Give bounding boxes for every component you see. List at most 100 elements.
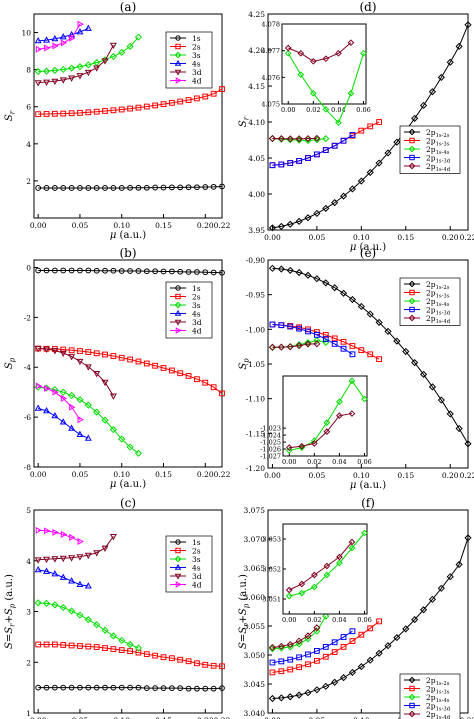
data-point-2p1s-2s (322, 279, 330, 287)
data-point-2p1s-2s (375, 649, 383, 657)
data-point-1s (127, 684, 133, 691)
data-point-2p1s-3d (322, 147, 329, 153)
inset-series-line-2p1s-4s (289, 532, 365, 597)
data-point-1s (143, 685, 150, 692)
data-point-2p1s-3s (331, 649, 338, 656)
data-point-2p1s-4d (313, 624, 321, 632)
data-point-2s (202, 379, 209, 386)
x-tick-label: 0.20 (197, 716, 214, 719)
x-tick-label: 0.00 (264, 233, 281, 242)
y-tick-label: 3.055 (244, 622, 266, 631)
inset-data-point-2p1s-4d (335, 49, 342, 57)
data-point-1s (185, 685, 192, 692)
data-point-1s (219, 685, 225, 692)
legend-label: 2p1s-4d (426, 710, 451, 719)
data-point-3d (43, 346, 51, 353)
data-point-2p1s-2s (393, 337, 401, 345)
legend-label: 2p1s-3d (426, 702, 451, 713)
x-axis-label: μ (a.u.) (350, 480, 386, 491)
data-point-2s (185, 373, 192, 379)
data-point-3d (59, 555, 67, 563)
legend-marker (409, 306, 415, 313)
data-point-2p1s-2s (464, 21, 472, 29)
legend-marker (174, 69, 182, 76)
data-point-1s (43, 267, 50, 274)
data-point-3s (59, 388, 67, 396)
data-point-1s (118, 268, 125, 274)
legend-marker (175, 43, 181, 50)
panel-e: (e)0.00 0.05 0.10 0.15 0.20 0.22-1.20-1.15-1.… (238, 246, 474, 491)
data-point-2s (93, 108, 100, 115)
data-point-2p1s-3d (296, 157, 303, 164)
data-point-1s (219, 183, 225, 190)
legend-label: 4s (192, 310, 201, 319)
data-point-3d (101, 545, 109, 552)
data-point-2p1s-2s (268, 224, 277, 232)
x-axis-label: μ (a.u.) (350, 242, 386, 253)
inset-data-point-2p1s-4s (348, 544, 356, 552)
data-point-3d (51, 556, 59, 563)
inset-plot: 0.00 0.02 0.04 0.06 -1.027-1.026-1.025-1.024… (260, 375, 372, 466)
data-point-2p1s-4d (277, 135, 285, 143)
data-point-4s (76, 430, 84, 437)
data-point-2p1s-2s (286, 693, 294, 701)
y-tick-label: 1 (26, 709, 31, 718)
series-line-2p1s-2s (272, 537, 469, 699)
panel-f: (f)0.000.050.100.150.200.223.0403.0453.0… (238, 496, 474, 719)
data-point-4d (77, 416, 84, 424)
data-point-1s (194, 685, 200, 692)
data-point-2p1s-2s (437, 73, 445, 81)
inset-data-point-2p1s-4s (322, 105, 330, 113)
data-point-1s (85, 684, 92, 691)
data-point-2s (185, 97, 192, 103)
data-point-2s (35, 641, 42, 648)
data-point-2p1s-3s (376, 356, 383, 363)
data-point-4d (44, 527, 51, 535)
data-point-3d (59, 77, 67, 84)
data-point-2p1s-4s (295, 640, 303, 648)
panel-c: (c)0.000.050.100.150.200.2212345μ (a.u.)… (4, 496, 231, 719)
data-point-2p1s-2s (268, 694, 277, 703)
legend-label: 3s (192, 301, 201, 310)
data-point-2s (60, 110, 67, 117)
data-point-1s (202, 269, 209, 276)
data-point-1s (110, 185, 117, 191)
x-tick-label: 0.00 (30, 470, 47, 479)
x-tick-label: 0.05 (309, 471, 326, 480)
data-point-2p1s-2s (464, 440, 472, 448)
data-point-2p1s-4d (268, 134, 277, 143)
data-point-2p1s-4d (295, 342, 303, 350)
data-point-1s (160, 268, 167, 275)
inset-y-tick-label: -1.027 (260, 453, 281, 461)
data-point-4s (59, 418, 67, 425)
x-tick-label: 0.10 (113, 221, 130, 230)
data-point-1s (43, 185, 50, 191)
data-point-2p1s-2s (428, 383, 437, 391)
series-line-4s (38, 569, 89, 587)
y-axis-label: Sr (238, 116, 251, 127)
data-point-2s (85, 349, 92, 355)
data-point-1s (168, 184, 175, 191)
data-point-3s (93, 408, 101, 416)
y-tick-label: 4.00 (248, 190, 265, 199)
data-point-2p1s-4d (277, 343, 285, 351)
data-point-4d (44, 384, 51, 392)
series-line-2p1s-2s (272, 267, 469, 444)
data-point-2s (168, 99, 175, 106)
inset-x-tick-label: 0.00 (282, 458, 296, 466)
data-point-3s (134, 449, 143, 457)
data-point-3d (43, 79, 51, 86)
data-point-2p1s-4s (295, 341, 303, 349)
y-tick-label: 3.065 (244, 564, 266, 573)
y-tick-label: 4.25 (248, 10, 265, 19)
data-point-1s (85, 185, 92, 191)
data-point-2s (60, 346, 67, 353)
data-point-1s (185, 269, 192, 275)
data-point-2s (160, 365, 167, 371)
inset-data-point-2p1s-4s (336, 559, 343, 567)
data-point-3s (84, 401, 92, 409)
legend-label: 2s (192, 293, 201, 302)
data-point-2s (135, 104, 142, 111)
data-point-3s (42, 67, 51, 75)
data-point-4d (77, 20, 84, 28)
